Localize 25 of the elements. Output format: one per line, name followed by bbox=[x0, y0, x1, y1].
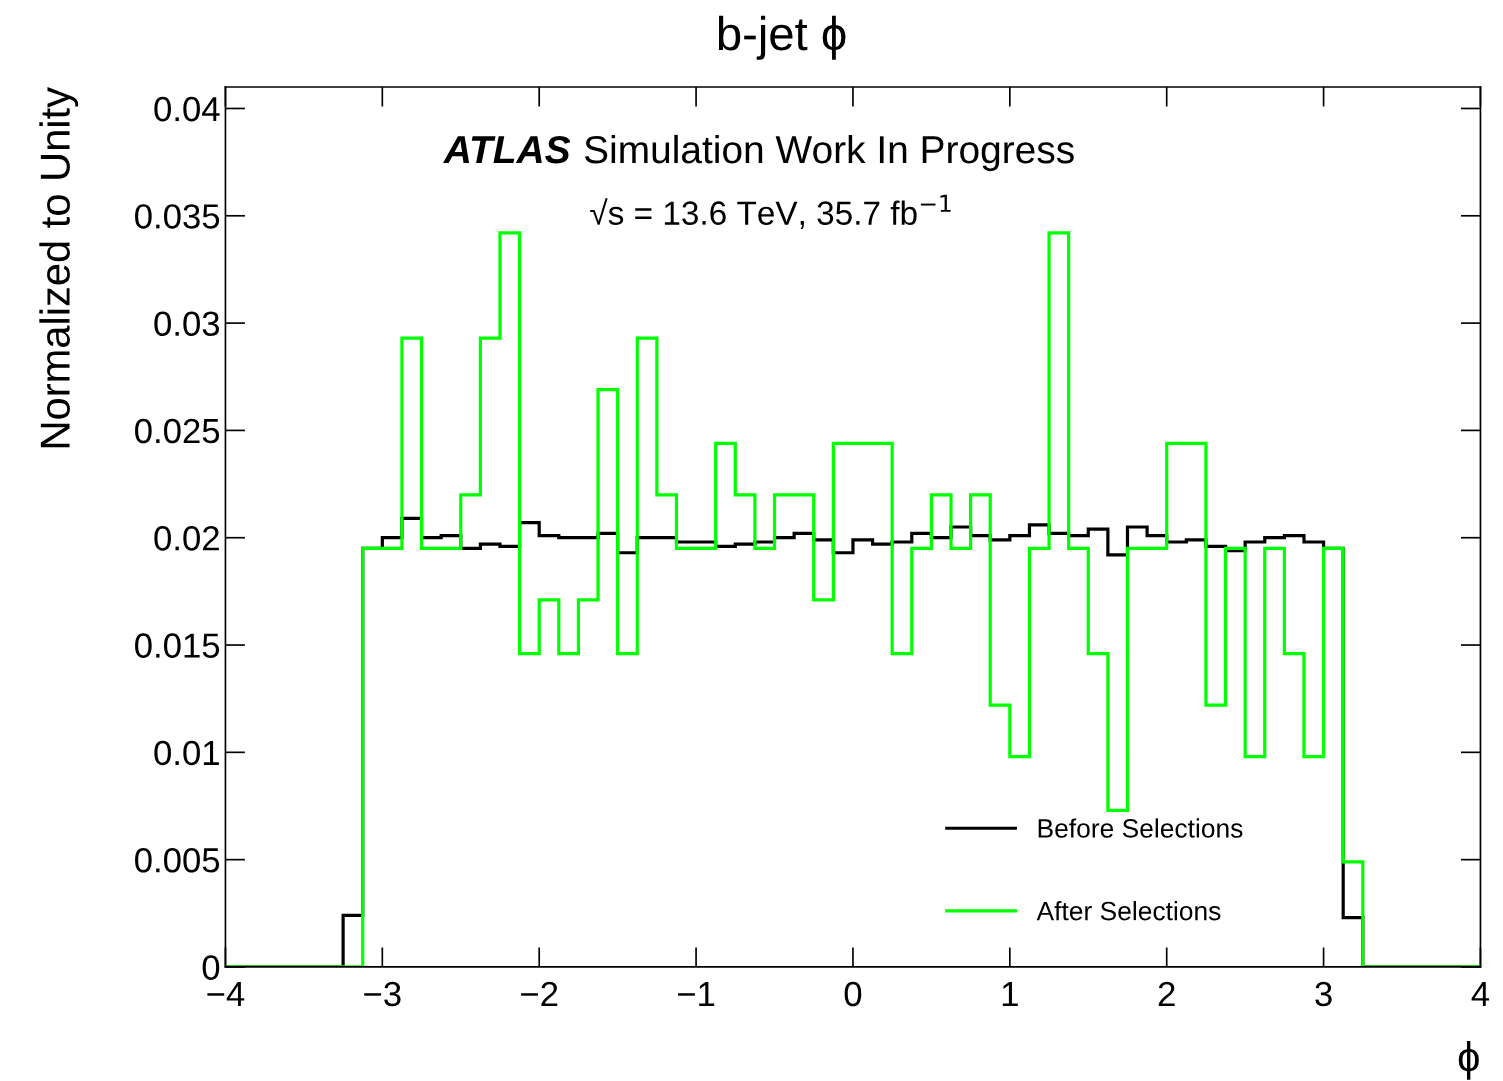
x-axis-title: ϕ bbox=[1458, 1040, 1479, 1080]
y-tick-label: 0.04 bbox=[154, 96, 220, 122]
x-tick-label: 2 bbox=[1158, 981, 1175, 1007]
y-tick-label: 0.005 bbox=[135, 847, 220, 873]
x-tick-label: 0 bbox=[844, 981, 862, 1007]
x-tick-label: 3 bbox=[1315, 981, 1332, 1007]
chart-title: b-jet ϕ bbox=[718, 15, 846, 60]
y-tick-label: 0.015 bbox=[135, 633, 220, 658]
legend-label: Before Selections bbox=[1038, 818, 1243, 838]
x-tick-label: −4 bbox=[207, 982, 245, 1007]
annotation: ATLAS Simulation Work In Progress bbox=[443, 134, 1074, 172]
x-tick-label: 4 bbox=[1471, 982, 1490, 1007]
x-tick-label: −3 bbox=[364, 981, 401, 1007]
y-tick-label: 0 bbox=[202, 955, 220, 980]
x-tick-label: −2 bbox=[521, 981, 558, 1007]
y-tick-label: 0.025 bbox=[135, 418, 220, 444]
x-tick-label: −1 bbox=[678, 982, 715, 1007]
y-tick-label: 0.035 bbox=[135, 204, 220, 229]
annotation: √s = 13.6 TeV, 35.7 fb$^{−1}$ bbox=[590, 194, 951, 229]
y-axis-title: Normalized to Unity bbox=[39, 87, 79, 448]
y-tick-label: 0.01 bbox=[154, 740, 219, 766]
x-tick-label: 1 bbox=[1002, 982, 1018, 1007]
legend-label: After Selections bbox=[1036, 901, 1221, 921]
y-tick-label: 0.02 bbox=[154, 526, 219, 551]
y-tick-label: 0.03 bbox=[154, 311, 220, 337]
